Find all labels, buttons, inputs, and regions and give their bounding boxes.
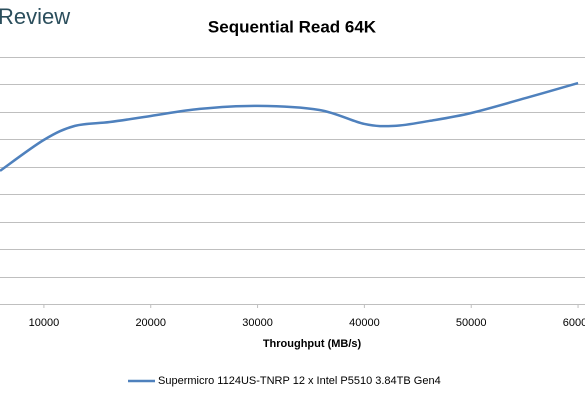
- series-line: [0, 81, 579, 172]
- x-tick-label: 40000: [349, 317, 380, 329]
- x-tick-label: 60000: [563, 317, 585, 329]
- x-axis-title: Throughput (MB/s): [263, 338, 362, 350]
- x-tick-label: 20000: [135, 317, 166, 329]
- x-tick-label: 10000: [29, 317, 60, 329]
- logo: Review: [0, 4, 70, 29]
- chart-title: Sequential Read 64K: [208, 17, 377, 36]
- x-tick-label: 30000: [242, 317, 273, 329]
- x-tick-label: 50000: [456, 317, 487, 329]
- legend-label: Supermicro 1124US-TNRP 12 x Intel P5510 …: [158, 375, 441, 387]
